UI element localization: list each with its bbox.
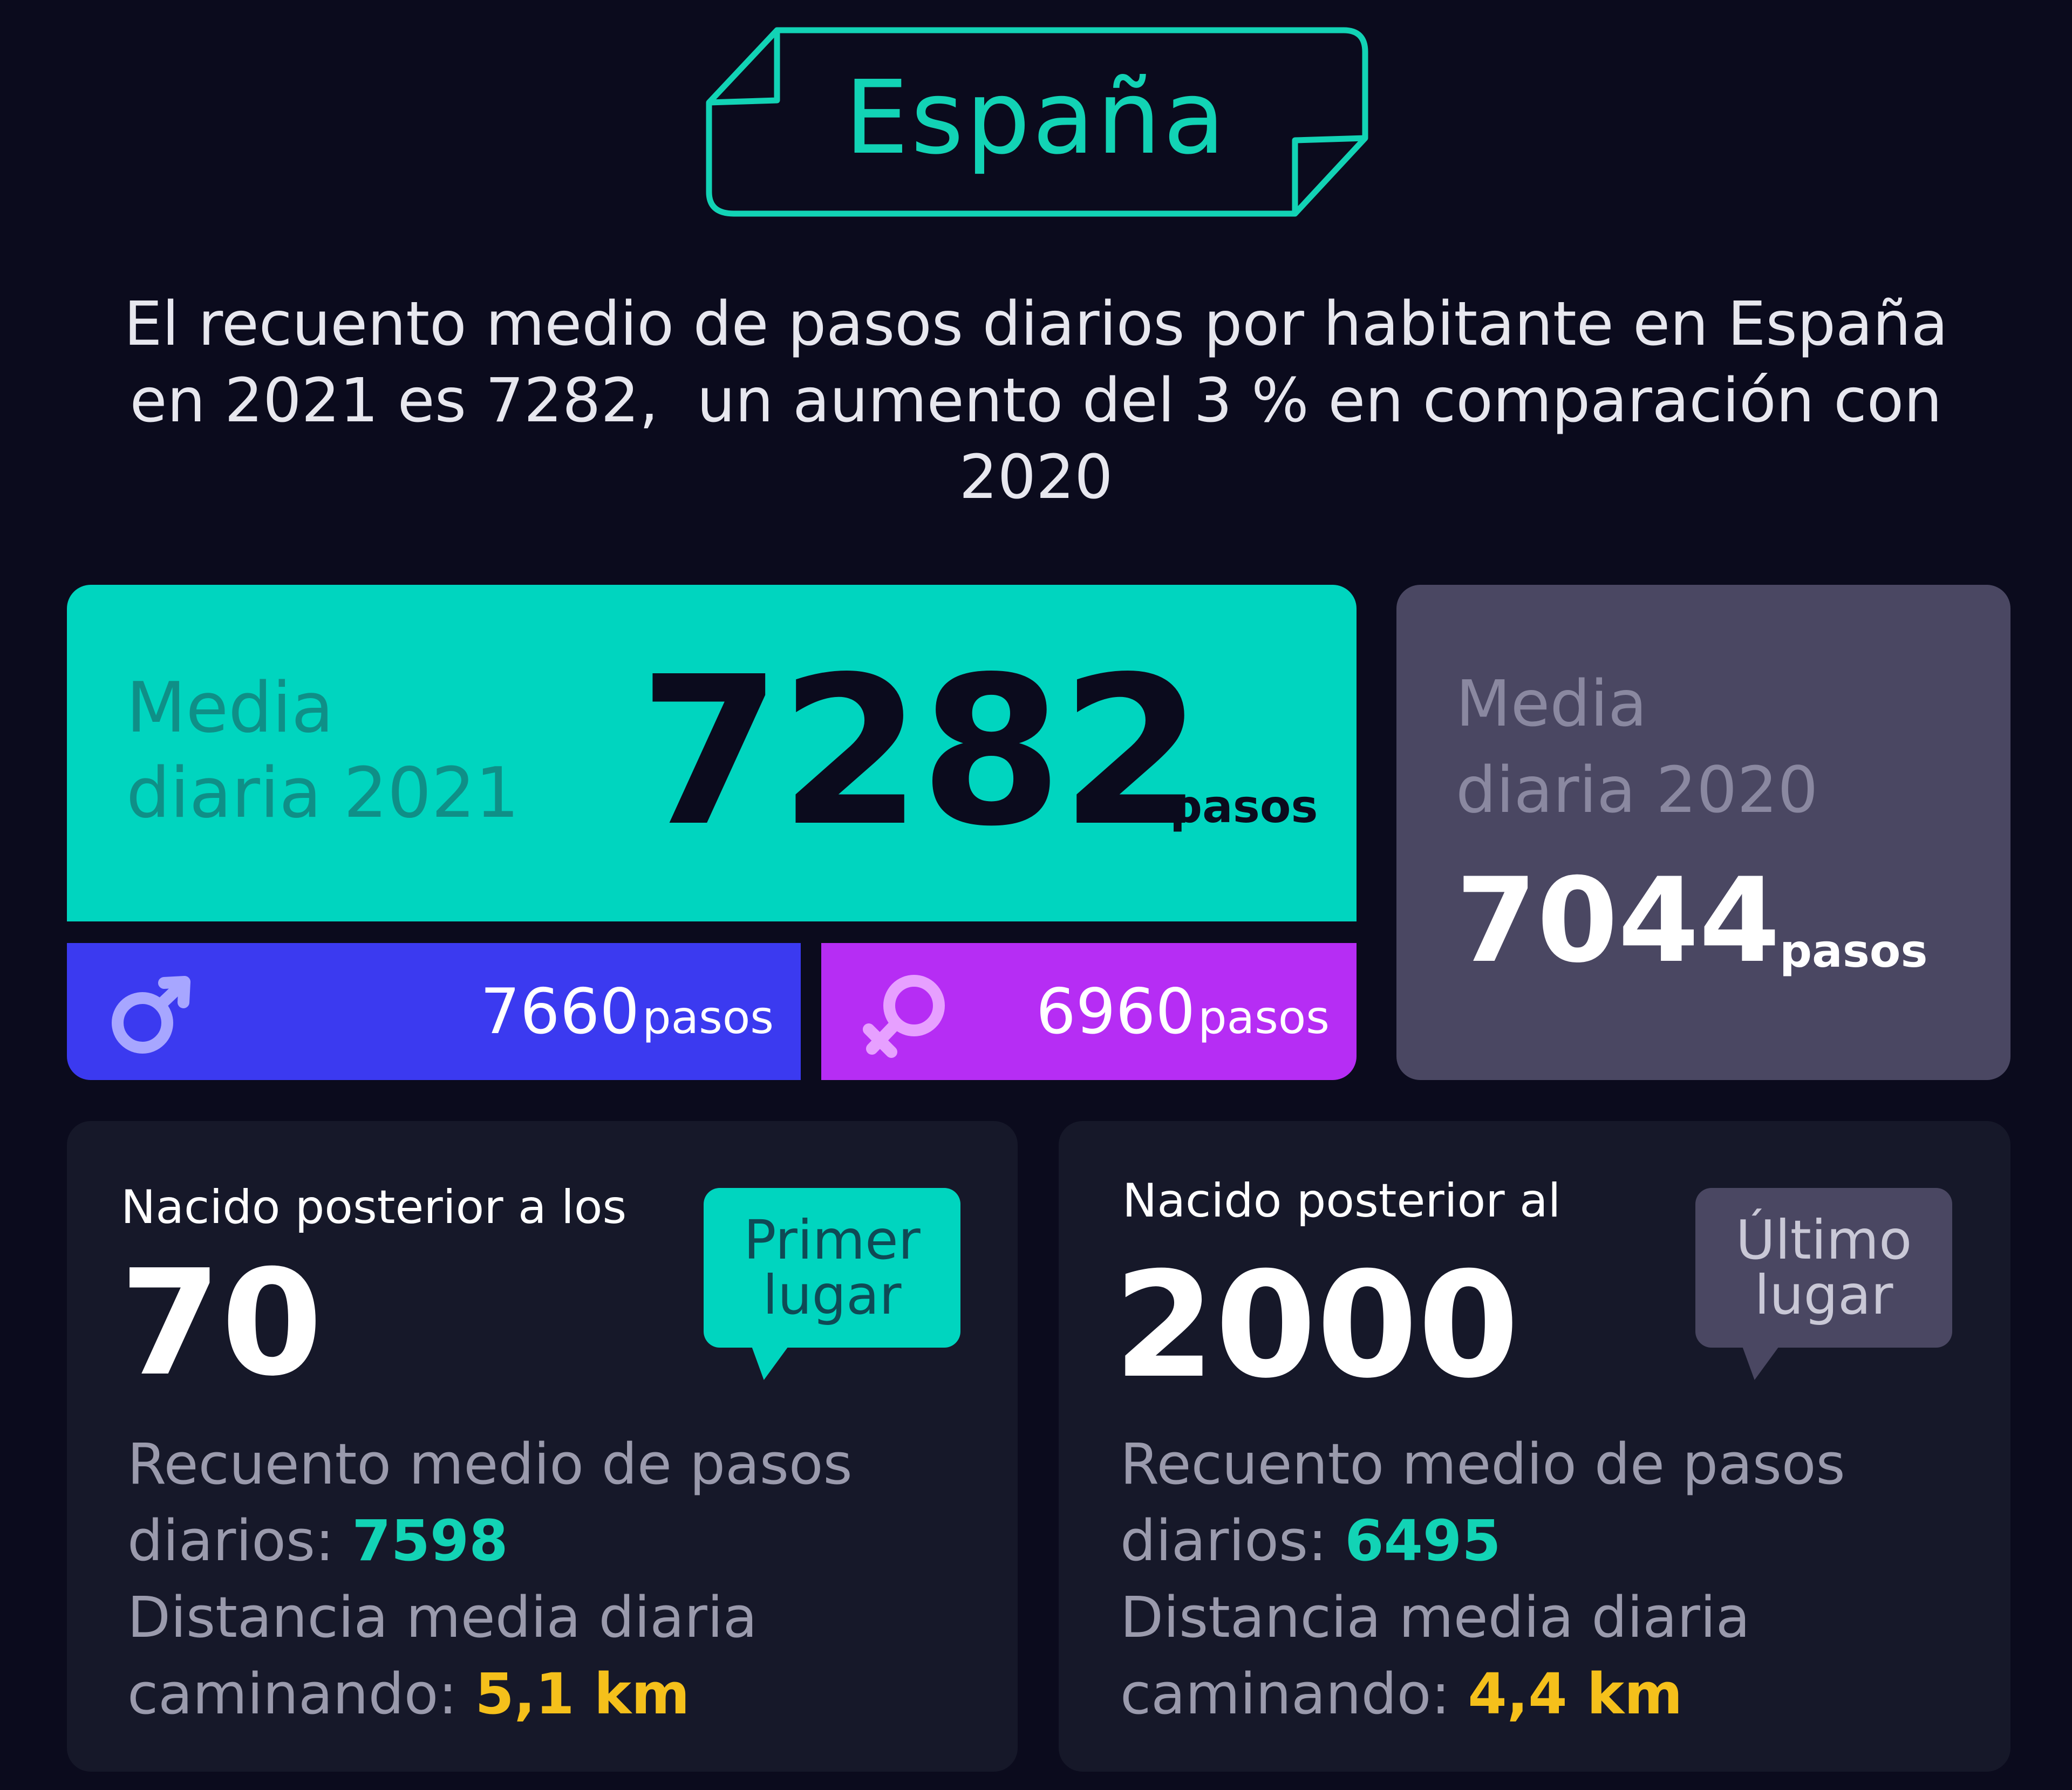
first-place-badge-tail bbox=[751, 1345, 802, 1380]
average-2021-unit: pasos bbox=[1170, 780, 1318, 833]
generation-2000-distance-prefix: caminando: bbox=[1120, 1661, 1468, 1727]
male-steps-value: 7660 bbox=[480, 975, 640, 1048]
generation-70-distance-row: caminando: 5,1 km bbox=[127, 1656, 853, 1732]
card-generation-2000: Nacido posterior al 2000 Último lugar Re… bbox=[1059, 1121, 2010, 1772]
generation-2000-steps-prefix: diarios: bbox=[1120, 1508, 1345, 1574]
generation-2000-distance-row: caminando: 4,4 km bbox=[1120, 1656, 1845, 1732]
male-steps-text: 7660 pasos bbox=[480, 975, 774, 1048]
female-steps-value: 6960 bbox=[1035, 975, 1196, 1048]
average-2021-label-line-2: diaria 2021 bbox=[126, 753, 520, 833]
female-steps-text: 6960 pasos bbox=[1036, 975, 1330, 1048]
generation-70-steps-label: Recuento medio de pasos bbox=[127, 1431, 853, 1497]
generation-70-distance-label: Distancia media diaria bbox=[127, 1584, 758, 1650]
intro-line-1: El recuento medio de pasos diarios por h… bbox=[124, 289, 1948, 359]
generation-2000-steps-row: diarios: 6495 bbox=[1120, 1502, 1845, 1579]
generation-2000-steps-label: Recuento medio de pasos bbox=[1120, 1431, 1845, 1497]
generation-2000-heading: Nacido posterior al bbox=[1122, 1174, 1561, 1228]
first-place-badge-line-1: Primer bbox=[744, 1208, 921, 1272]
average-2021-value: 7282 bbox=[639, 632, 1203, 871]
average-2021-label: Media diaria 2021 bbox=[126, 666, 519, 836]
card-average-2020: Media diaria 2020 7044 pasos bbox=[1396, 585, 2010, 1080]
card-average-2021: Media diaria 2021 7282 pasos bbox=[67, 585, 1357, 921]
male-steps-unit: pasos bbox=[642, 991, 774, 1044]
male-symbol-icon bbox=[112, 976, 190, 1054]
intro-line-2: en 2021 es 7282, un aumento del 3 % en c… bbox=[130, 366, 1942, 436]
average-2020-label: Media diaria 2020 bbox=[1456, 660, 1818, 833]
last-place-badge-tail bbox=[1742, 1345, 1792, 1380]
average-2020-unit: pasos bbox=[1780, 925, 1928, 978]
generation-70-heading: Nacido posterior a los bbox=[121, 1180, 627, 1234]
generation-70-distance-value: 5,1 km bbox=[475, 1661, 690, 1727]
generation-2000-distance-label: Distancia media diaria bbox=[1120, 1584, 1750, 1650]
generation-2000-number: 2000 bbox=[1114, 1240, 1519, 1410]
generation-70-number: 70 bbox=[120, 1238, 323, 1408]
banner-ribbon bbox=[706, 27, 1368, 217]
intro-text: El recuento medio de pasos diarios por h… bbox=[76, 286, 1996, 516]
generation-70-steps-value: 7598 bbox=[352, 1508, 508, 1574]
average-2020-label-line-2: diaria 2020 bbox=[1456, 753, 1818, 827]
female-steps-unit: pasos bbox=[1198, 991, 1330, 1044]
intro-line-3: 2020 bbox=[959, 442, 1113, 513]
first-place-badge: Primer lugar bbox=[704, 1188, 960, 1348]
last-place-badge-line-1: Último bbox=[1735, 1208, 1912, 1272]
generation-2000-steps-value: 6495 bbox=[1345, 1508, 1501, 1574]
generation-70-distance-prefix: caminando: bbox=[127, 1661, 475, 1727]
last-place-badge: Último lugar bbox=[1695, 1188, 1952, 1348]
average-2020-value: 7044 bbox=[1456, 853, 1781, 988]
female-symbol-icon bbox=[863, 975, 945, 1058]
generation-70-stats: Recuento medio de pasos diarios: 7598 Di… bbox=[127, 1426, 853, 1732]
average-2021-label-line-1: Media bbox=[126, 668, 334, 748]
card-generation-70: Nacido posterior a los 70 Primer lugar R… bbox=[67, 1121, 1018, 1772]
card-female-steps: 6960 pasos bbox=[821, 943, 1357, 1080]
last-place-badge-line-2: lugar bbox=[1754, 1263, 1893, 1327]
banner-title: España bbox=[844, 58, 1228, 177]
average-2020-label-line-1: Media bbox=[1456, 666, 1647, 741]
generation-70-steps-prefix: diarios: bbox=[127, 1508, 352, 1574]
generation-2000-distance-value: 4,4 km bbox=[1468, 1661, 1683, 1727]
generation-70-steps-row: diarios: 7598 bbox=[127, 1502, 853, 1579]
first-place-badge-line-2: lugar bbox=[762, 1263, 902, 1327]
card-male-steps: 7660 pasos bbox=[67, 943, 801, 1080]
generation-2000-stats: Recuento medio de pasos diarios: 6495 Di… bbox=[1120, 1426, 1845, 1732]
